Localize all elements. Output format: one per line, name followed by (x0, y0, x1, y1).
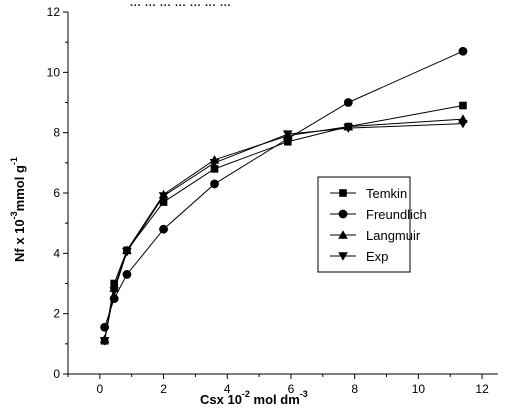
y-axis-title: Nf x 10-3mmol g-1 (9, 157, 27, 262)
point-temkin (159, 198, 168, 206)
x-tick-label: 4 (224, 382, 231, 396)
point-exp (458, 119, 468, 129)
point-exp (158, 192, 169, 201)
point-temkin (210, 165, 219, 173)
y-tick-label: 4 (53, 246, 60, 260)
y-tick-label: 10 (47, 65, 61, 79)
y-axis-title-unit-sup: -1 (9, 157, 19, 165)
point-freundlich (210, 179, 219, 189)
x-axis-title-sup: -2 (242, 389, 250, 399)
legend-label-freundlich: Freundlich (366, 207, 427, 222)
legend: Temkin Freundlich Langmuir Exp (317, 176, 427, 273)
y-axis-title-unit: mmol g (12, 165, 27, 211)
header-fragment: ... ... ... ... ... ... ... (130, 0, 231, 10)
y-tick-label: 8 (53, 126, 60, 140)
point-exp (343, 124, 354, 133)
series-line-langmuir (104, 118, 463, 340)
point-exp (209, 159, 220, 168)
x-tick-label: 8 (351, 382, 358, 396)
y-axis-title-main: Nf x 10 (12, 219, 27, 262)
point-freundlich (159, 224, 168, 234)
point-exp (109, 287, 119, 296)
legend-marker-temkin (339, 189, 347, 197)
point-exp (99, 337, 110, 346)
legend-label-exp: Exp (366, 249, 388, 264)
x-tick-label: 12 (475, 382, 489, 396)
point-freundlich (122, 270, 132, 279)
x-tick-label: 0 (97, 382, 104, 396)
legend-marker-exp (338, 252, 348, 261)
legend-marker-langmuir (338, 230, 348, 239)
legend-marker-freundlich (338, 209, 348, 219)
x-tick-label: 2 (160, 382, 167, 396)
point-freundlich (343, 98, 353, 107)
series-line-freundlich (104, 50, 464, 328)
x-axis-title-main: Csx 10 (200, 392, 242, 407)
point-exp (282, 130, 293, 139)
series-marks (99, 46, 468, 346)
legend-label-langmuir: Langmuir (366, 228, 421, 243)
x-axis-title-unit-sup: -3 (300, 389, 308, 399)
y-tick-label: 12 (47, 5, 61, 19)
x-tick-label: 6 (288, 382, 295, 396)
point-freundlich (458, 46, 468, 56)
x-axis-title: Csx 10-2 mol dm-3 (200, 389, 308, 407)
x-axis-title-unit: mol dm (250, 392, 300, 407)
point-exp (122, 248, 132, 257)
x-tick-label: 10 (412, 382, 426, 396)
y-tick-label: 0 (53, 367, 60, 381)
y-axis-title-sup: -3 (9, 211, 19, 219)
legend-label-temkin: Temkin (366, 186, 407, 201)
y-tick-label: 6 (53, 186, 60, 200)
axes: 0 2 4 6 8 10 12 0 2 4 6 8 10 12 (47, 5, 498, 396)
series-line-exp (104, 123, 463, 341)
y-tick-label: 2 (53, 307, 60, 321)
point-temkin (459, 101, 467, 110)
